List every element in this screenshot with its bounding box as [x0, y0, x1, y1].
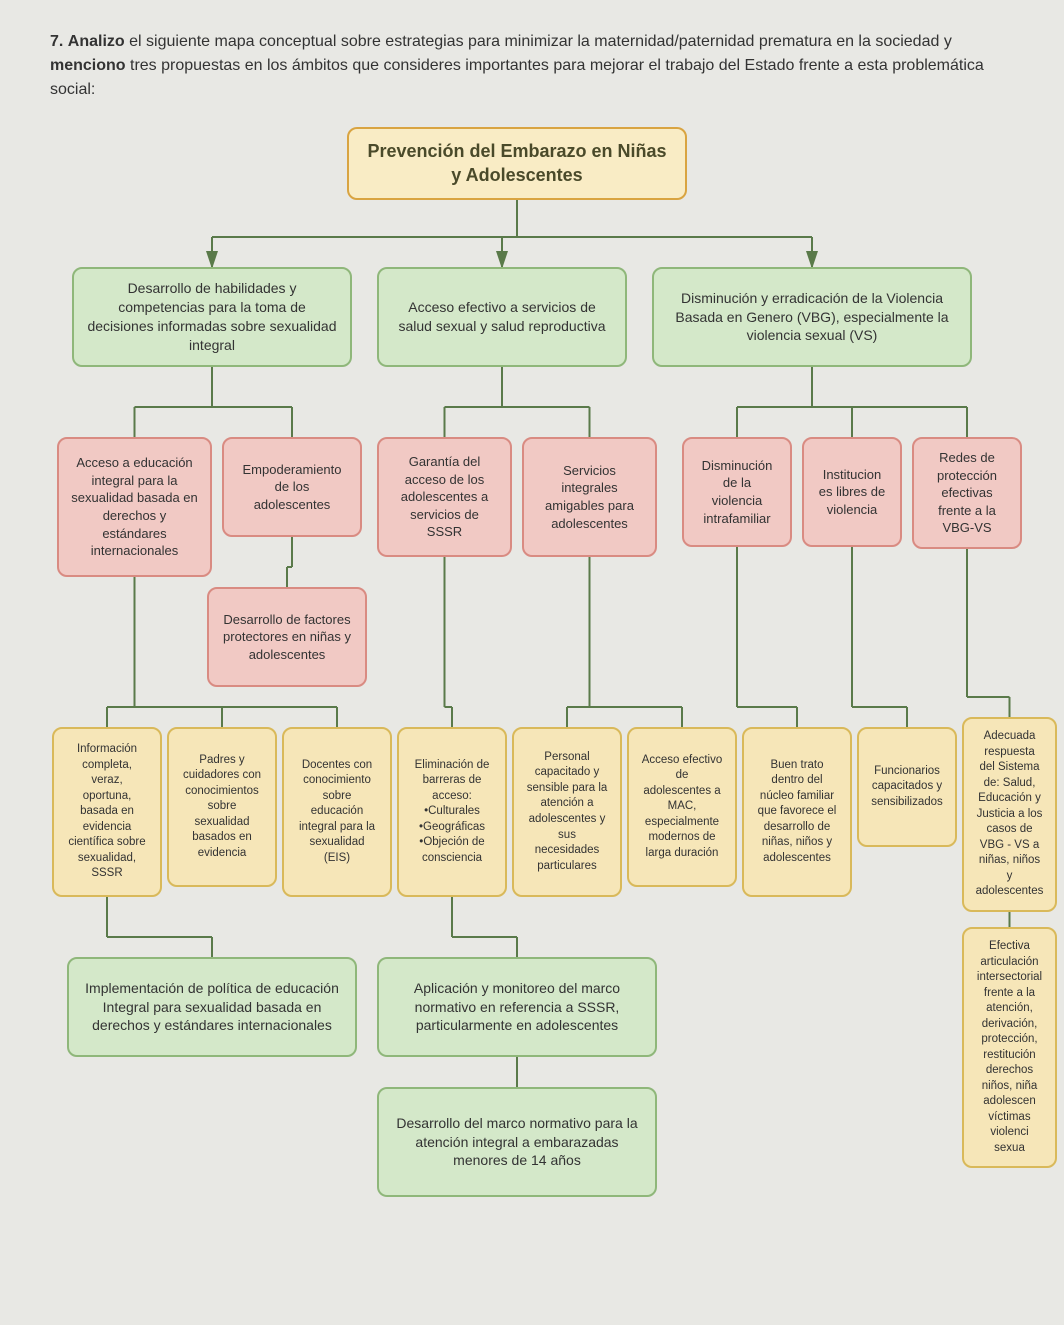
sub-node-p1b-sub: Desarrollo de factores protectores en ni…	[207, 587, 367, 687]
leaf-node-y2: Padres y cuidadores con conocimientos so…	[167, 727, 277, 887]
question-bold-1: Analizo	[68, 33, 125, 50]
leaf-node-y1: Información completa, veraz, oportuna, b…	[52, 727, 162, 897]
bottom-node-g1: Implementación de política de educación …	[67, 957, 357, 1057]
leaf-node-y7: Buen trato dentro del núcleo familiar qu…	[742, 727, 852, 897]
pillar-node-3: Disminución y erradicación de la Violenc…	[652, 267, 972, 367]
question-bold-2: menciono	[50, 57, 126, 74]
leaf-node-y5: Personal capacitado y sensible para la a…	[512, 727, 622, 897]
leaf-node-y8: Funcionarios capacitados y sensibilizado…	[857, 727, 957, 847]
concept-map: Prevención del Embarazo en Niñas y Adole…	[32, 127, 1032, 1227]
sub-node-p1b: Empoderamiento de los adolescentes	[222, 437, 362, 537]
leaf-node-y6: Acceso efectivo de adolescentes a MAC, e…	[627, 727, 737, 887]
question-text: 7. Analizo el siguiente mapa conceptual …	[20, 30, 1044, 102]
sub-node-p3c: Redes de protección efectivas frente a l…	[912, 437, 1022, 549]
bottom-node-g4: Efectiva articulación intersectorial fre…	[962, 927, 1057, 1168]
question-number: 7.	[50, 33, 63, 50]
leaf-node-y9: Adecuada respuesta del Sistema de: Salud…	[962, 717, 1057, 912]
sub-node-p1a: Acceso a educación integral para la sexu…	[57, 437, 212, 577]
sub-node-p2b: Servicios integrales amigables para adol…	[522, 437, 657, 557]
bottom-node-g3: Desarrollo del marco normativo para la a…	[377, 1087, 657, 1197]
question-mid: el siguiente mapa conceptual sobre estra…	[125, 33, 952, 50]
root-node: Prevención del Embarazo en Niñas y Adole…	[347, 127, 687, 200]
leaf-node-y3: Docentes con conocimiento sobre educació…	[282, 727, 392, 897]
pillar-node-2: Acceso efectivo a servicios de salud sex…	[377, 267, 627, 367]
sub-node-p2a: Garantía del acceso de los adolescentes …	[377, 437, 512, 557]
sub-node-p3b: Institucion es libres de violencia	[802, 437, 902, 547]
question-suffix: tres propuestas en los ámbitos que consi…	[50, 57, 984, 98]
sub-node-p3a: Disminución de la violencia intrafamilia…	[682, 437, 792, 547]
bottom-node-g2: Aplicación y monitoreo del marco normati…	[377, 957, 657, 1057]
pillar-node-1: Desarrollo de habilidades y competencias…	[72, 267, 352, 367]
leaf-node-y4: Eliminación de barreras de acceso: •Cult…	[397, 727, 507, 897]
